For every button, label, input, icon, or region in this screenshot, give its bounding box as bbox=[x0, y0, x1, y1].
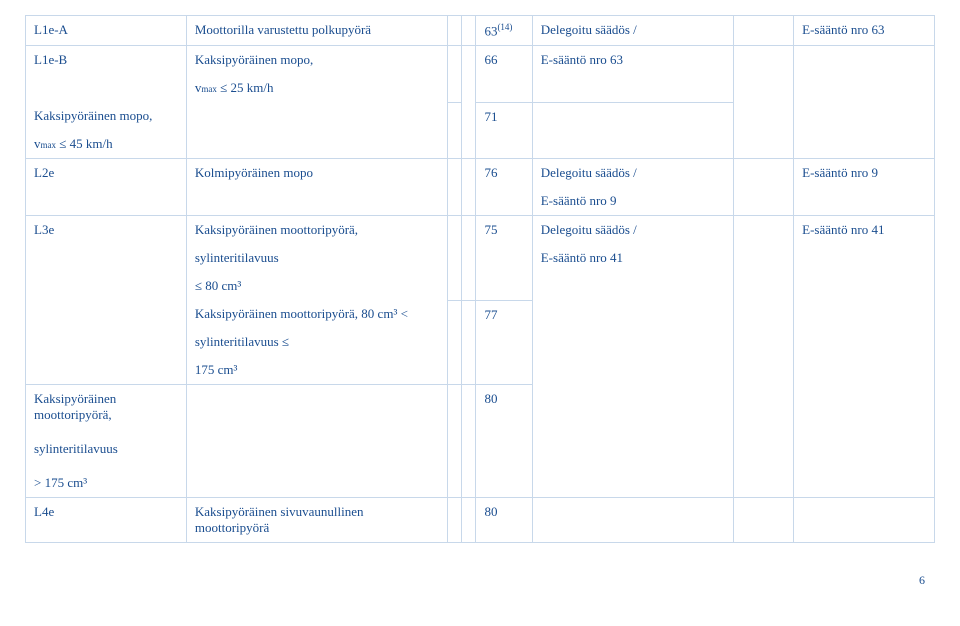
cell: Kaksipyöräinen mopo, bbox=[26, 102, 187, 130]
cell bbox=[733, 159, 793, 216]
cell: 71 bbox=[476, 102, 532, 159]
cell: L2e bbox=[26, 159, 187, 216]
cell bbox=[733, 16, 793, 46]
regulation-table: L1e-A Moottorilla varustettu polkupyörä … bbox=[25, 15, 935, 543]
table-row: L1e-A Moottorilla varustettu polkupyörä … bbox=[26, 16, 935, 46]
cell: 80 bbox=[476, 385, 532, 498]
cell-block bbox=[448, 300, 462, 385]
cell: Delegoitu säädös / bbox=[532, 16, 733, 46]
cell-block bbox=[448, 102, 462, 159]
cell: Kaksipyöräinen mopo, bbox=[186, 46, 447, 75]
cell bbox=[462, 300, 476, 385]
cell: 75 bbox=[476, 216, 532, 301]
cell bbox=[532, 498, 733, 543]
cell bbox=[462, 498, 476, 543]
cell: 175 cm³ bbox=[186, 356, 447, 385]
cell: Delegoitu säädös / bbox=[532, 159, 733, 188]
cell-block bbox=[448, 216, 462, 301]
cell-block bbox=[448, 16, 462, 46]
cell bbox=[462, 46, 476, 159]
cell: ≤ 80 cm³ bbox=[186, 272, 447, 300]
cell bbox=[733, 498, 793, 543]
cell: > 175 cm³ bbox=[26, 469, 187, 498]
cell: E-sääntö nro 9 bbox=[532, 187, 733, 216]
cell-block bbox=[448, 498, 462, 543]
cell bbox=[26, 74, 187, 102]
cell bbox=[794, 46, 935, 159]
cell bbox=[186, 385, 447, 498]
cell-block bbox=[448, 385, 462, 498]
table-row: L2e Kolmipyöräinen mopo 76 Delegoitu sää… bbox=[26, 159, 935, 188]
table-row: L1e-B Kaksipyöräinen mopo, 66 E-sääntö n… bbox=[26, 46, 935, 75]
cell: Kaksipyöräinenmoottoripyörä, bbox=[26, 385, 187, 430]
cell: Moottorilla varustettu polkupyörä bbox=[186, 16, 447, 46]
cell: E-sääntö nro 41 bbox=[794, 216, 935, 498]
cell: sylinteritilavuus bbox=[26, 429, 187, 469]
cell: 80 bbox=[476, 498, 532, 543]
cell: vmax ≤ 25 km/h bbox=[186, 74, 447, 102]
cell: E-sääntö nro 9 bbox=[794, 159, 935, 216]
cell: Delegoitu säädös / bbox=[532, 216, 733, 245]
cell bbox=[532, 300, 733, 385]
cell: Kaksipyöräinen sivuvaunullinenmoottoripy… bbox=[186, 498, 447, 543]
cell: Kaksipyöräinen moottoripyörä, 80 cm³ < bbox=[186, 300, 447, 328]
table-row: L4e Kaksipyöräinen sivuvaunullinenmootto… bbox=[26, 498, 935, 543]
cell: 66 bbox=[476, 46, 532, 103]
cell: 77 bbox=[476, 300, 532, 385]
cell bbox=[532, 272, 733, 300]
cell: E-sääntö nro 41 bbox=[532, 244, 733, 272]
page-number: 6 bbox=[25, 543, 935, 588]
cell: vmax ≤ 45 km/h bbox=[26, 130, 187, 159]
cell: sylinteritilavuus ≤ bbox=[186, 328, 447, 356]
cell-block bbox=[448, 159, 462, 216]
cell-block bbox=[462, 216, 476, 301]
cell: 76 bbox=[476, 159, 532, 216]
cell: 63(14) bbox=[476, 16, 532, 46]
cell-block bbox=[462, 16, 476, 46]
cell: sylinteritilavuus bbox=[186, 244, 447, 272]
cell bbox=[733, 216, 793, 498]
cell-block bbox=[462, 159, 476, 216]
cell: Kaksipyöräinen moottoripyörä, bbox=[186, 216, 447, 245]
cell: L1e-A bbox=[26, 16, 187, 46]
cell bbox=[532, 385, 733, 498]
cell: Kolmipyöräinen mopo bbox=[186, 159, 447, 216]
cell bbox=[462, 385, 476, 498]
table-row: L3e Kaksipyöräinen moottoripyörä, 75 Del… bbox=[26, 216, 935, 245]
cell-block bbox=[448, 46, 462, 103]
cell bbox=[794, 498, 935, 543]
cell: E-sääntö nro 63 bbox=[794, 16, 935, 46]
cell bbox=[186, 102, 447, 130]
cell bbox=[532, 102, 733, 159]
cell: L4e bbox=[26, 498, 187, 543]
cell: E-sääntö nro 63 bbox=[532, 46, 733, 103]
cell bbox=[186, 130, 447, 159]
cell: L3e bbox=[26, 216, 187, 385]
cell: L1e-B bbox=[26, 46, 187, 75]
cell bbox=[733, 46, 793, 159]
